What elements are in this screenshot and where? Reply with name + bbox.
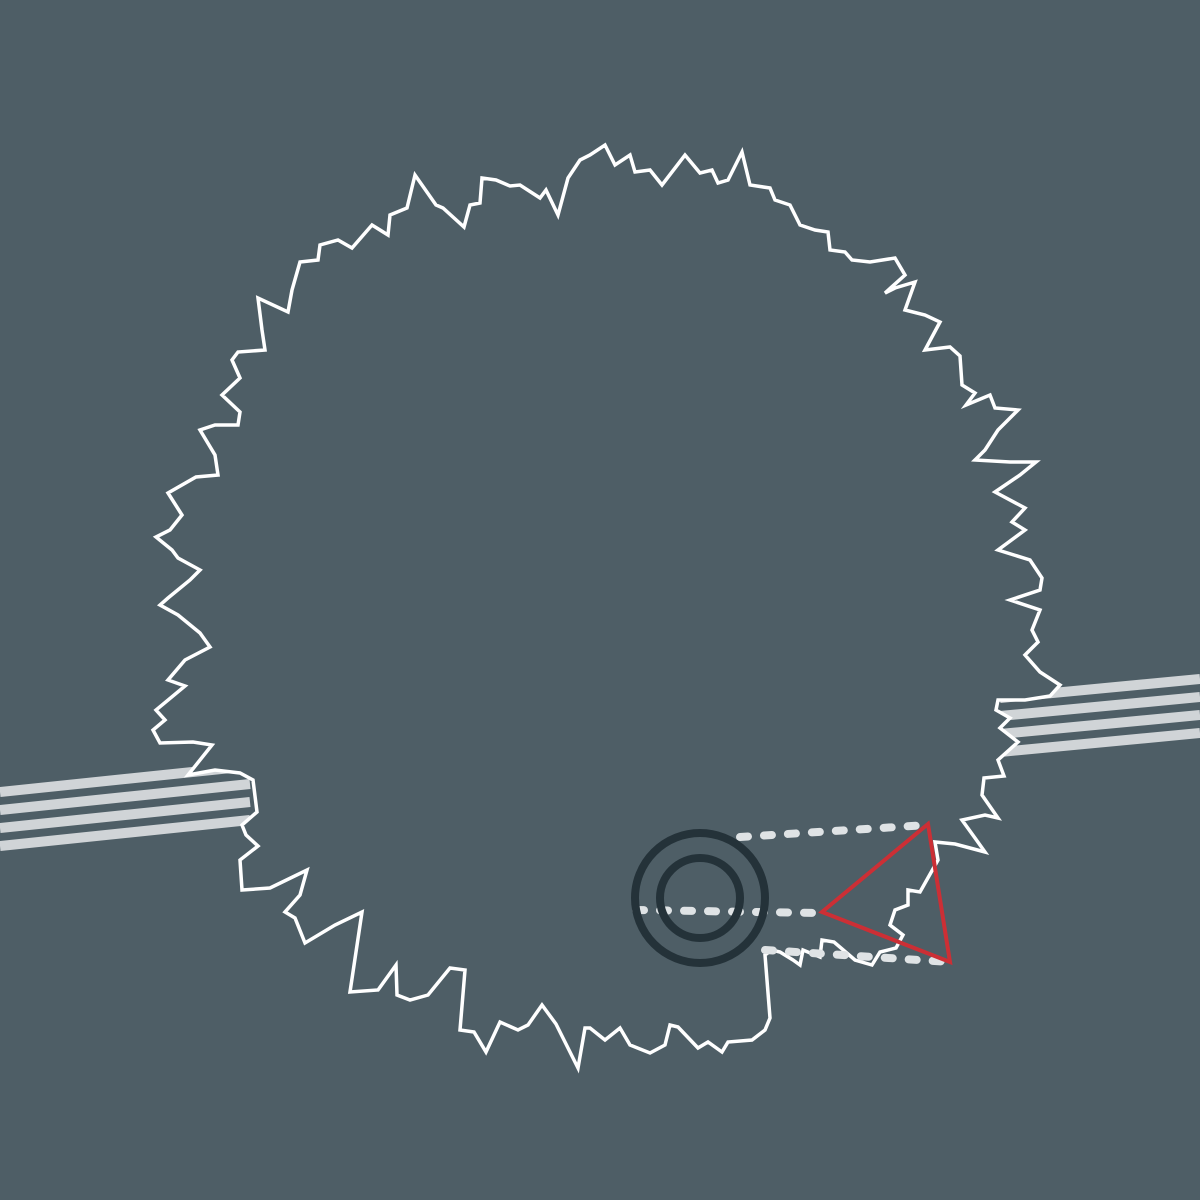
jagged-blob-outline xyxy=(150,142,1063,1074)
right-rail xyxy=(999,674,1200,757)
target-outer-ring xyxy=(631,829,769,967)
dashed-connectors xyxy=(632,821,954,966)
dashed-connector-middle xyxy=(632,906,822,917)
dashed-connector-bottom xyxy=(761,946,954,966)
right-rail-stripe xyxy=(999,692,1200,721)
left-rail-stripe xyxy=(0,797,251,833)
left-rail-stripe xyxy=(0,815,251,851)
right-rail-stripe xyxy=(999,728,1200,757)
concentric-circle-target-icon xyxy=(631,829,769,967)
left-rail-stripe xyxy=(0,779,251,815)
triangle-pointer-icon xyxy=(818,820,953,966)
dashed-connector-top xyxy=(736,821,932,841)
target-inner-ring xyxy=(656,854,744,942)
right-rail-stripe xyxy=(999,710,1200,739)
